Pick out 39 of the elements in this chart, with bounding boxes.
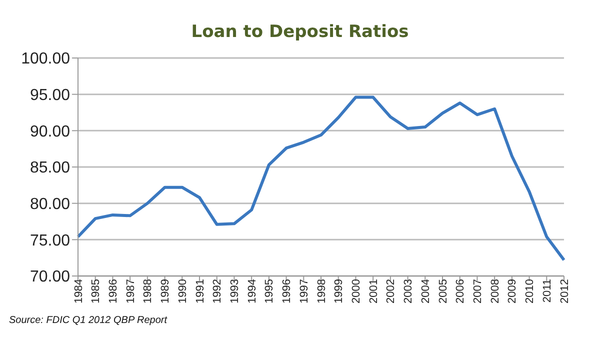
x-tick-label: 2006 bbox=[454, 279, 467, 304]
x-tick-label: 2011 bbox=[541, 279, 554, 303]
x-tick-label: 1989 bbox=[160, 279, 172, 304]
x-tick-label: 1994 bbox=[246, 279, 258, 304]
y-tick-label: 85.00 bbox=[30, 160, 70, 177]
x-tick-label: 1997 bbox=[298, 279, 310, 304]
x-tick-label: 1993 bbox=[229, 279, 242, 304]
x-tick-label: 2008 bbox=[489, 279, 502, 304]
y-tick-label: 90.00 bbox=[30, 123, 70, 140]
x-tick-label: 2000 bbox=[350, 279, 363, 304]
y-tick-label: 100.00 bbox=[21, 50, 70, 68]
x-tick-label: 1995 bbox=[264, 279, 276, 304]
x-tick-label: 1998 bbox=[316, 279, 328, 304]
x-tick-label: 2010 bbox=[524, 279, 536, 304]
x-tick-label: 1991 bbox=[194, 279, 206, 304]
x-tick-label: 1986 bbox=[108, 279, 120, 304]
y-tick-label: 95.00 bbox=[30, 87, 70, 104]
x-tick-label: 2002 bbox=[385, 279, 398, 304]
x-tick-label: 2012 bbox=[558, 279, 571, 304]
source-note: Source: FDIC Q1 2012 QBP Report bbox=[9, 315, 168, 326]
x-tick-label: 2004 bbox=[420, 279, 432, 304]
x-tick-label: 1987 bbox=[124, 279, 137, 304]
x-tick-label: 1985 bbox=[90, 279, 102, 304]
x-tick-label: 2009 bbox=[506, 279, 519, 304]
x-tick-label: 2001 bbox=[368, 279, 380, 304]
y-tick-label: 80.00 bbox=[30, 196, 70, 214]
x-tick-label: 1996 bbox=[281, 279, 294, 304]
chart-title: Loan to Deposit Ratios bbox=[190, 22, 410, 42]
x-tick-label: 2007 bbox=[472, 279, 484, 304]
y-tick-label: 75.00 bbox=[30, 232, 70, 250]
x-tick-label: 1988 bbox=[142, 279, 154, 304]
x-tick-label: 2003 bbox=[402, 279, 415, 304]
x-tick-label: 1992 bbox=[212, 279, 224, 304]
x-tick-label: 1990 bbox=[176, 279, 189, 304]
x-tick-label: 1984 bbox=[72, 279, 85, 304]
y-tick-label: 70.00 bbox=[30, 268, 70, 286]
line-series bbox=[76, 96, 566, 262]
x-tick-label: 2005 bbox=[437, 279, 450, 304]
x-tick-label: 1999 bbox=[333, 279, 346, 304]
